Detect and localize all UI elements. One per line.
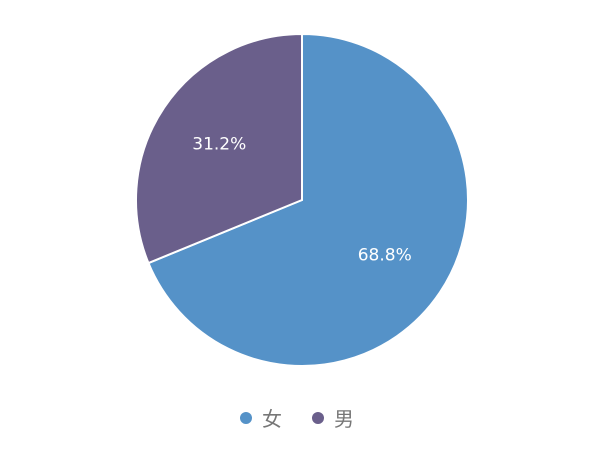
legend-swatch <box>240 411 252 424</box>
pie-slice-1 <box>135 32 303 265</box>
pie-slice-0 <box>147 32 469 367</box>
data-label: 68.8% <box>358 245 412 265</box>
legend-swatch <box>312 411 324 424</box>
legend-item-male[interactable]: 男 <box>312 403 354 432</box>
data-label: 31.2% <box>192 135 246 155</box>
legend-item-female[interactable]: 女 <box>240 403 282 432</box>
pie-chart: 68.8% 31.2% <box>135 32 469 367</box>
legend-label: 女 <box>262 407 282 431</box>
legend-label: 男 <box>334 407 354 431</box>
legend: 女 男 <box>240 403 384 432</box>
